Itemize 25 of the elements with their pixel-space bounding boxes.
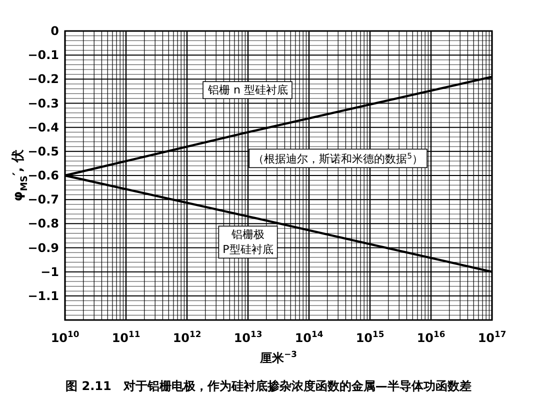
x-tick-label: 10$^{16}$ xyxy=(416,329,446,345)
y-tick-label: −0.4 xyxy=(28,120,59,134)
x-axis-title: 厘米$^{−3}$ xyxy=(259,349,298,365)
text: 铝栅 n 型硅衬底 xyxy=(207,84,288,97)
y-tick-label: −0.9 xyxy=(28,240,59,255)
y-tick-label: −0.7 xyxy=(28,192,59,207)
x-tick-label: 10$^{10}$ xyxy=(50,329,80,345)
y-tick-label: −0.8 xyxy=(28,216,59,231)
y-tick-label: −1 xyxy=(40,264,59,279)
y-tick-label: −1.1 xyxy=(28,288,59,303)
annotation: （根据迪尔，斯诺和米德的数据$^{5}$） xyxy=(253,151,424,166)
x-tick-label: 10$^{14}$ xyxy=(294,329,324,345)
y-tick-label: −0.6 xyxy=(28,168,59,182)
y-tick-label: −0.3 xyxy=(28,96,59,110)
caption: 图 2.11 对于铝栅电极，作为硅衬底掺杂浓度函数的金属—半导体功函数差 xyxy=(66,379,472,393)
y-tick-label: −0.5 xyxy=(28,144,59,158)
x-tick-label: 10$^{15}$ xyxy=(356,329,384,345)
x-tick-label: 10$^{17}$ xyxy=(478,329,506,345)
y-tick-label: 0 xyxy=(50,24,59,38)
x-tick-label: 10$^{13}$ xyxy=(234,329,262,345)
x-tick-label: 10$^{12}$ xyxy=(172,329,202,345)
series-label: 铝栅极 P型硅衬底 xyxy=(222,228,274,256)
y-tick-label: −0.2 xyxy=(28,72,59,86)
y-tick-label: −0.1 xyxy=(28,48,59,62)
x-tick-label: 10$^{11}$ xyxy=(112,329,140,345)
